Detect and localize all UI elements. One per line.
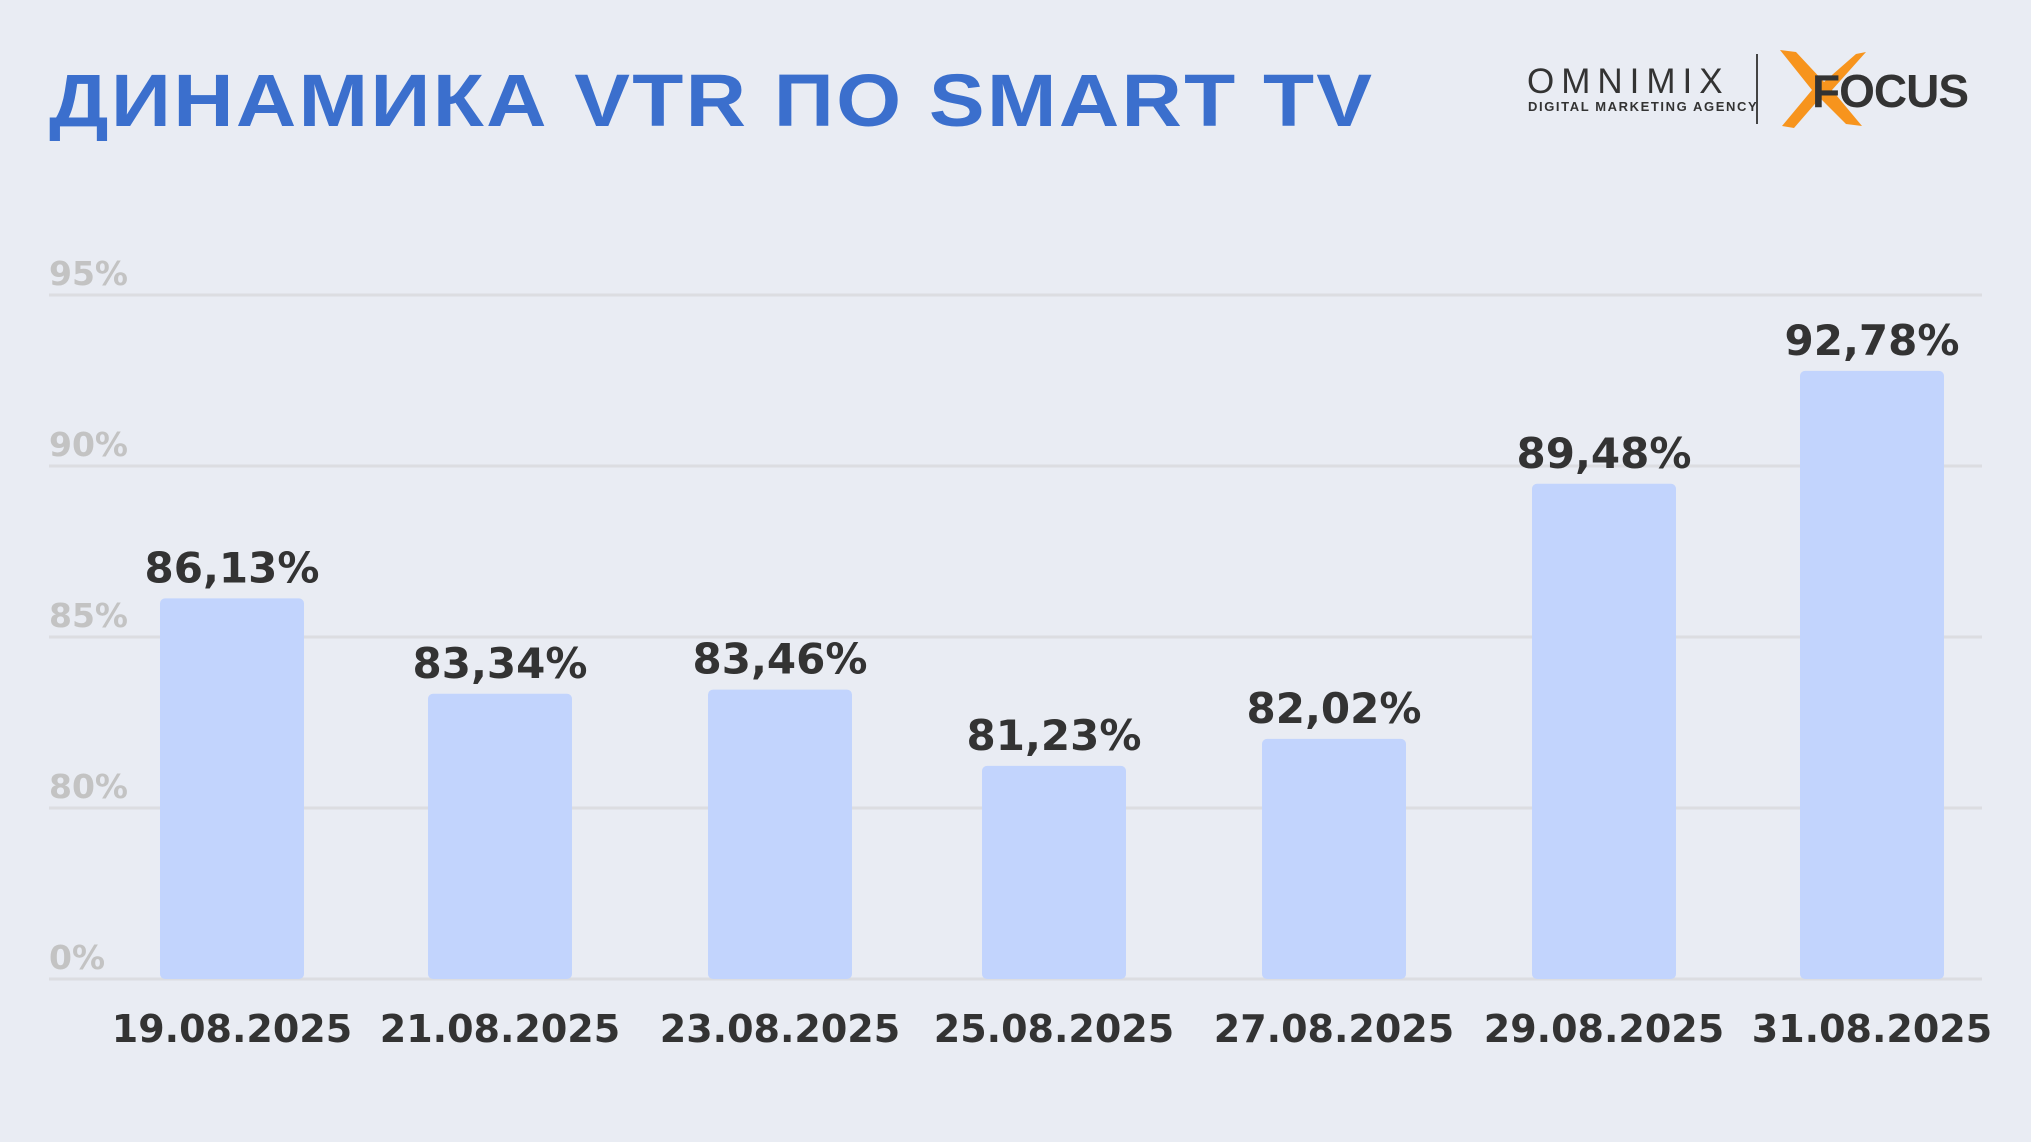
data-label: 82,02% xyxy=(1247,684,1422,733)
bar xyxy=(982,765,1126,979)
data-label: 83,34% xyxy=(413,639,588,688)
bar xyxy=(160,598,304,979)
data-label: 86,13% xyxy=(145,543,320,592)
data-label: 81,23% xyxy=(967,711,1142,760)
x-tick-label: 21.08.2025 xyxy=(380,1007,620,1051)
logo-omnimix-text: OMNIMIX xyxy=(1527,62,1730,101)
y-tick-label: 80% xyxy=(49,767,128,806)
bar xyxy=(1800,370,1944,979)
data-label: 83,46% xyxy=(693,635,868,684)
logo-tagline: DIGITAL MARKETING AGENCY xyxy=(1528,99,1759,114)
y-tick-label: 85% xyxy=(49,596,128,635)
bar xyxy=(1532,483,1676,979)
data-label: 92,78% xyxy=(1785,316,1960,365)
x-tick-label: 31.08.2025 xyxy=(1752,1007,1992,1051)
x-tick-label: 29.08.2025 xyxy=(1484,1007,1724,1051)
y-tick-label: 90% xyxy=(49,425,128,464)
bar xyxy=(428,693,572,979)
page-title: ДИНАМИКА VTR ПО SMART TV xyxy=(49,59,1375,142)
data-label: 89,48% xyxy=(1517,429,1692,478)
bar xyxy=(708,689,852,979)
x-tick-label: 23.08.2025 xyxy=(660,1007,900,1051)
x-brush-icon xyxy=(1780,50,1866,128)
logo-divider xyxy=(1756,54,1758,124)
y-tick-label: 0% xyxy=(49,938,105,977)
x-tick-label: 19.08.2025 xyxy=(112,1007,352,1051)
x-tick-label: 25.08.2025 xyxy=(934,1007,1174,1051)
bar xyxy=(1262,738,1406,979)
logo-focus-text: FOCUS xyxy=(1812,65,1969,117)
x-tick-label: 27.08.2025 xyxy=(1214,1007,1454,1051)
y-tick-label: 95% xyxy=(49,254,128,293)
